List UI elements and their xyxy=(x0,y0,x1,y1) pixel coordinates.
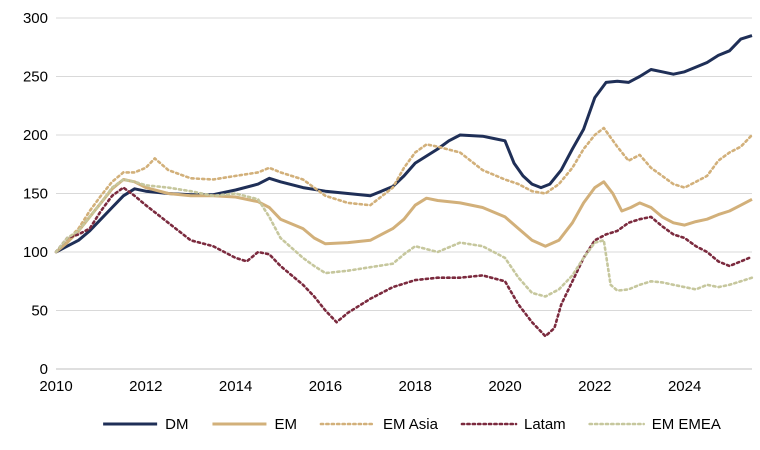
series-line-em xyxy=(55,178,753,254)
x-tick-label: 2022 xyxy=(578,378,611,395)
x-tick-label: 2020 xyxy=(488,378,521,395)
legend-item-dm: DM xyxy=(103,416,188,433)
x-tick-label: 2016 xyxy=(309,378,342,395)
series-lines xyxy=(54,34,754,338)
x-tick-label: 2018 xyxy=(399,378,432,395)
legend-item-latam: Latam xyxy=(460,416,566,433)
y-tick-label: 0 xyxy=(40,361,48,378)
series-line-dm xyxy=(55,34,753,254)
x-axis-ticks: 2010 2012 2014 2016 2018 2020 2022 2024 xyxy=(39,378,701,395)
legend: DM EM EM Asia Latam EM EMEA xyxy=(103,416,721,433)
y-tick-label: 200 xyxy=(23,127,48,144)
x-tick-label: 2012 xyxy=(129,378,162,395)
legend-label: Latam xyxy=(524,416,566,433)
legend-item-em-emea: EM EMEA xyxy=(588,416,721,433)
y-tick-label: 100 xyxy=(23,244,48,261)
y-tick-label: 250 xyxy=(23,69,48,86)
legend-label: DM xyxy=(165,416,188,433)
x-tick-label: 2014 xyxy=(219,378,252,395)
y-tick-label: 50 xyxy=(31,303,48,320)
legend-item-em-asia: EM Asia xyxy=(319,416,439,433)
y-tick-label: 300 xyxy=(23,10,48,27)
y-tick-label: 150 xyxy=(23,186,48,203)
x-tick-label: 2024 xyxy=(668,378,701,395)
legend-label: EM Asia xyxy=(383,416,439,433)
series-line-em-asia xyxy=(54,126,754,254)
legend-label: EM xyxy=(274,416,297,433)
x-tick-label: 2010 xyxy=(39,378,72,395)
series-line-em-emea xyxy=(54,178,754,298)
legend-item-em: EM xyxy=(212,416,297,433)
series-line-latam xyxy=(54,186,754,338)
legend-label: EM EMEA xyxy=(652,416,721,433)
y-axis-ticks: 0 50 100 150 200 250 300 xyxy=(23,10,48,378)
